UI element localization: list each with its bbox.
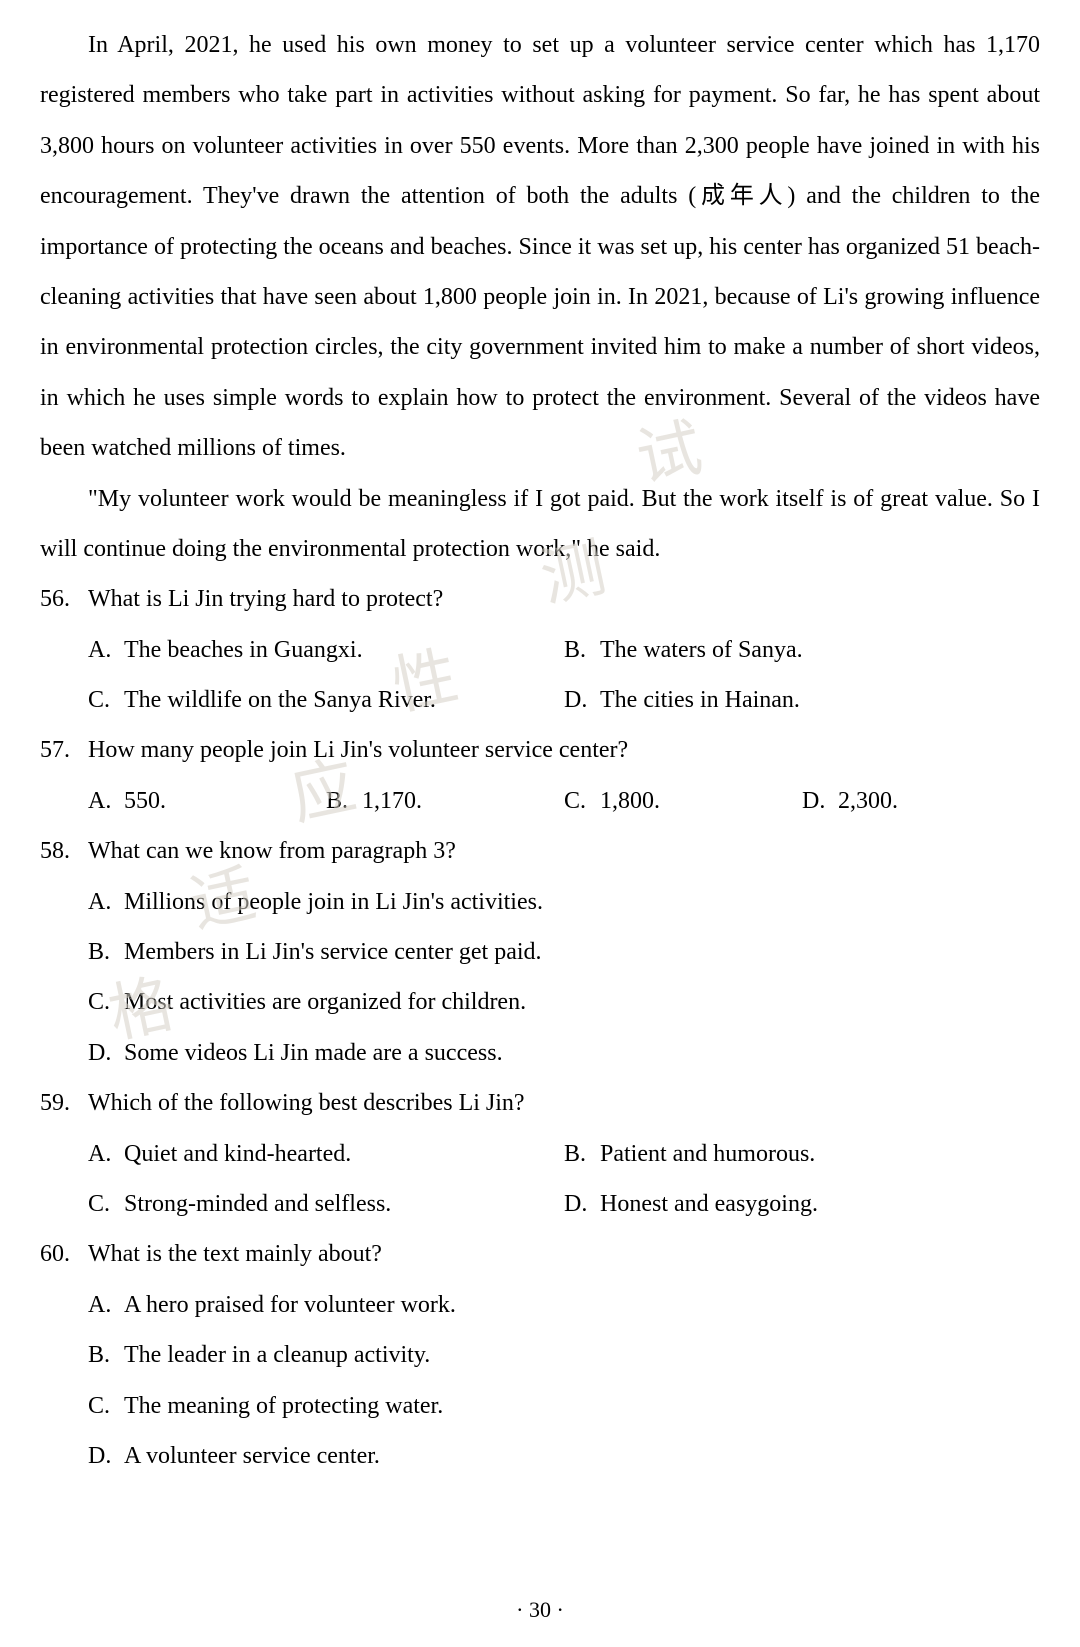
question-stem: 57. How many people join Li Jin's volunt… — [40, 725, 1040, 775]
option-text: Honest and easygoing. — [600, 1179, 1040, 1229]
option-d[interactable]: D. A volunteer service center. — [88, 1431, 380, 1481]
exam-page: 试 测 性 应 适 格 In April, 2021, he used his … — [0, 0, 1080, 1647]
question-number: 59. — [40, 1078, 88, 1128]
option-text: The waters of Sanya. — [600, 625, 1040, 675]
options: A. The beaches in Guangxi. B. The waters… — [40, 625, 1040, 726]
passage-paragraph: "My volunteer work would be meaningless … — [40, 474, 1040, 575]
question-stem: 56. What is Li Jin trying hard to protec… — [40, 574, 1040, 624]
option-d[interactable]: D. Honest and easygoing. — [564, 1179, 1040, 1229]
option-letter: A. — [88, 625, 124, 675]
option-text: Most activities are organized for childr… — [124, 977, 526, 1027]
option-a[interactable]: A. A hero praised for volunteer work. — [88, 1280, 456, 1330]
option-letter: D. — [802, 776, 838, 826]
option-a[interactable]: A. The beaches in Guangxi. — [88, 625, 564, 675]
option-text: 550. — [124, 776, 326, 826]
option-c[interactable]: C. Most activities are organized for chi… — [88, 977, 526, 1027]
option-letter: D. — [88, 1431, 124, 1481]
option-letter: D. — [88, 1028, 124, 1078]
option-text: Patient and humorous. — [600, 1129, 1040, 1179]
option-text: The wildlife on the Sanya River. — [124, 675, 564, 725]
option-d[interactable]: D. 2,300. — [802, 776, 1040, 826]
option-text: Members in Li Jin's service center get p… — [124, 927, 542, 977]
option-text: 2,300. — [838, 776, 1040, 826]
option-letter: C. — [88, 977, 124, 1027]
option-letter: B. — [88, 927, 124, 977]
option-letter: A. — [88, 877, 124, 927]
question-text: How many people join Li Jin's volunteer … — [88, 725, 1040, 775]
option-text: 1,800. — [600, 776, 802, 826]
options: A. Millions of people join in Li Jin's a… — [40, 877, 1040, 1079]
question-stem: 60. What is the text mainly about? — [40, 1229, 1040, 1279]
option-b[interactable]: B. 1,170. — [326, 776, 564, 826]
option-text: The cities in Hainan. — [600, 675, 1040, 725]
option-text: A volunteer service center. — [124, 1431, 380, 1481]
question-stem: 59. Which of the following best describe… — [40, 1078, 1040, 1128]
option-letter: C. — [88, 1381, 124, 1431]
option-text: Strong-minded and selfless. — [124, 1179, 564, 1229]
option-c[interactable]: C. The meaning of protecting water. — [88, 1381, 443, 1431]
questions-block: 56. What is Li Jin trying hard to protec… — [40, 574, 1040, 1481]
reading-passage: In April, 2021, he used his own money to… — [40, 20, 1040, 574]
option-b[interactable]: B. The waters of Sanya. — [564, 625, 1040, 675]
option-c[interactable]: C. Strong-minded and selfless. — [88, 1179, 564, 1229]
question-number: 57. — [40, 725, 88, 775]
question-number: 56. — [40, 574, 88, 624]
option-a[interactable]: A. Quiet and kind-hearted. — [88, 1129, 564, 1179]
question-60: 60. What is the text mainly about? A. A … — [40, 1229, 1040, 1481]
question-59: 59. Which of the following best describe… — [40, 1078, 1040, 1229]
option-c[interactable]: C. 1,800. — [564, 776, 802, 826]
option-letter: C. — [88, 675, 124, 725]
option-text: Millions of people join in Li Jin's acti… — [124, 877, 543, 927]
option-letter: A. — [88, 1129, 124, 1179]
option-letter: C. — [564, 776, 600, 826]
option-c[interactable]: C. The wildlife on the Sanya River. — [88, 675, 564, 725]
passage-paragraph: In April, 2021, he used his own money to… — [40, 20, 1040, 474]
option-text: The meaning of protecting water. — [124, 1381, 443, 1431]
page-number: · 30 · — [0, 1597, 1080, 1623]
options: A. 550. B. 1,170. C. 1,800. D. 2,300. — [40, 776, 1040, 826]
question-stem: 58. What can we know from paragraph 3? — [40, 826, 1040, 876]
question-57: 57. How many people join Li Jin's volunt… — [40, 725, 1040, 826]
option-a[interactable]: A. Millions of people join in Li Jin's a… — [88, 877, 543, 927]
question-text: What is the text mainly about? — [88, 1229, 1040, 1279]
option-a[interactable]: A. 550. — [88, 776, 326, 826]
option-text: Quiet and kind-hearted. — [124, 1129, 564, 1179]
option-b[interactable]: B. The leader in a cleanup activity. — [88, 1330, 430, 1380]
option-text: The beaches in Guangxi. — [124, 625, 564, 675]
question-text: Which of the following best describes Li… — [88, 1078, 1040, 1128]
question-number: 58. — [40, 826, 88, 876]
option-letter: B. — [88, 1330, 124, 1380]
option-text: The leader in a cleanup activity. — [124, 1330, 430, 1380]
option-text: A hero praised for volunteer work. — [124, 1280, 456, 1330]
option-letter: B. — [564, 1129, 600, 1179]
option-letter: B. — [564, 625, 600, 675]
option-letter: A. — [88, 776, 124, 826]
option-text: Some videos Li Jin made are a success. — [124, 1028, 503, 1078]
option-letter: A. — [88, 1280, 124, 1330]
question-58: 58. What can we know from paragraph 3? A… — [40, 826, 1040, 1078]
option-d[interactable]: D. The cities in Hainan. — [564, 675, 1040, 725]
option-text: 1,170. — [362, 776, 564, 826]
option-d[interactable]: D. Some videos Li Jin made are a success… — [88, 1028, 503, 1078]
question-number: 60. — [40, 1229, 88, 1279]
option-b[interactable]: B. Members in Li Jin's service center ge… — [88, 927, 542, 977]
option-b[interactable]: B. Patient and humorous. — [564, 1129, 1040, 1179]
option-letter: B. — [326, 776, 362, 826]
question-56: 56. What is Li Jin trying hard to protec… — [40, 574, 1040, 725]
option-letter: C. — [88, 1179, 124, 1229]
options: A. Quiet and kind-hearted. B. Patient an… — [40, 1129, 1040, 1230]
option-letter: D. — [564, 1179, 600, 1229]
question-text: What can we know from paragraph 3? — [88, 826, 1040, 876]
options: A. A hero praised for volunteer work. B.… — [40, 1280, 1040, 1482]
option-letter: D. — [564, 675, 600, 725]
question-text: What is Li Jin trying hard to protect? — [88, 574, 1040, 624]
